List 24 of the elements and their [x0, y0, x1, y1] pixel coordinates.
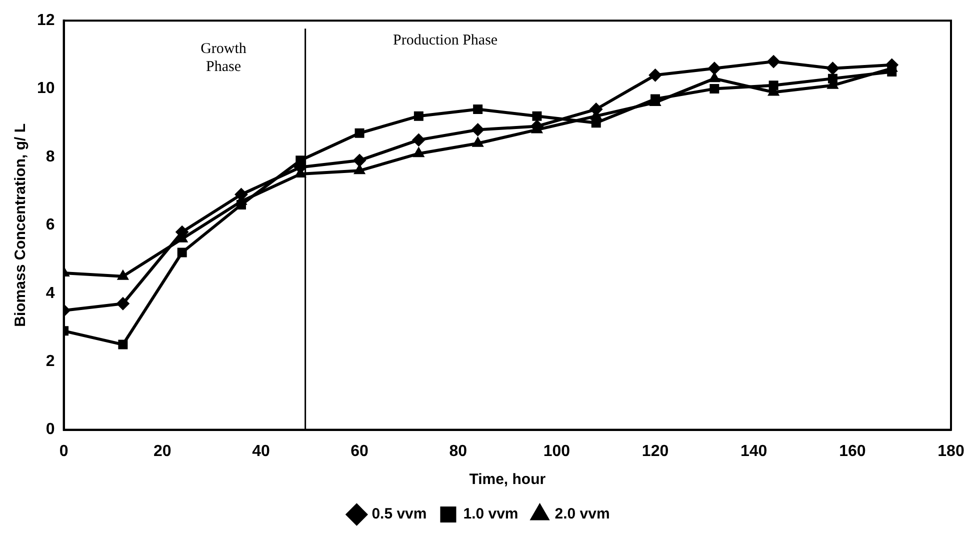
x-tick-label: 100: [543, 442, 570, 460]
x-tick-label: 60: [350, 442, 369, 460]
x-tick-label: 20: [153, 442, 172, 460]
x-axis-title: Time, hour: [469, 471, 546, 488]
y-tick-label: 8: [46, 148, 55, 166]
x-tick-label: 160: [839, 442, 866, 460]
annotation: Production Phase: [393, 32, 498, 49]
y-tick-label: 4: [46, 284, 55, 302]
y-tick-label: 0: [46, 421, 55, 438]
y-tick-label: 12: [37, 12, 55, 30]
x-tick-label: 140: [740, 442, 768, 460]
legend-label: 1.0 vvm: [463, 506, 518, 523]
legend-label: 2.0 vvm: [554, 506, 610, 523]
x-tick-label: 80: [449, 442, 468, 460]
y-axis-title: Biomass Concentration, g/ L: [12, 124, 30, 327]
x-tick-label: 40: [252, 442, 270, 460]
x-tick-label: 0: [59, 442, 68, 460]
y-tick-label: 6: [46, 216, 55, 234]
y-tick-label: 10: [37, 80, 55, 98]
x-tick-label: 180: [938, 442, 964, 460]
legend-label: 0.5 vvm: [372, 506, 427, 523]
x-tick-label: 120: [642, 442, 669, 460]
annotation: Growth Phase: [200, 40, 247, 75]
y-tick-label: 2: [46, 353, 55, 370]
